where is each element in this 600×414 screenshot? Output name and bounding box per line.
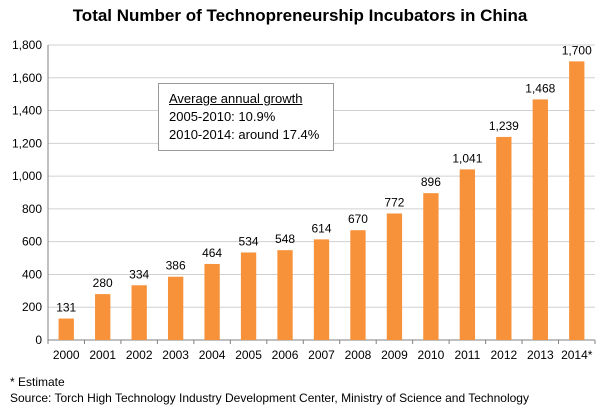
bar bbox=[313, 239, 330, 340]
x-tick-label: 2012 bbox=[490, 348, 517, 362]
y-tick-label: 1,200 bbox=[12, 136, 42, 150]
bar-value-label: 772 bbox=[384, 195, 404, 209]
bar-value-label: 534 bbox=[239, 234, 259, 248]
bar-value-label: 1,468 bbox=[525, 81, 555, 95]
bar bbox=[386, 213, 403, 340]
bar-value-label: 1,041 bbox=[452, 151, 482, 165]
bar-value-label: 896 bbox=[421, 175, 441, 189]
bar-value-label: 1,239 bbox=[489, 119, 519, 133]
bar bbox=[131, 285, 147, 340]
source-note: Source: Torch High Technology Industry D… bbox=[10, 391, 529, 405]
bar bbox=[277, 250, 293, 340]
y-tick-label: 0 bbox=[35, 333, 42, 347]
x-tick-label: 2007 bbox=[308, 348, 335, 362]
x-tick-label: 2004 bbox=[199, 348, 226, 362]
x-tick-label: 2006 bbox=[272, 348, 299, 362]
bar bbox=[58, 318, 74, 340]
x-tick-label: 2014* bbox=[561, 348, 593, 362]
bar bbox=[496, 136, 512, 340]
x-tick-label: 2003 bbox=[162, 348, 189, 362]
y-tick-label: 1,800 bbox=[12, 38, 42, 52]
bar-value-label: 386 bbox=[166, 259, 186, 273]
x-tick-label: 2013 bbox=[527, 348, 554, 362]
chart-title: Total Number of Technopreneurship Incuba… bbox=[72, 6, 528, 25]
x-tick-label: 2010 bbox=[418, 348, 445, 362]
bar-value-label: 131 bbox=[56, 301, 76, 315]
x-tick-label: 2001 bbox=[89, 348, 116, 362]
bar-value-label: 670 bbox=[348, 212, 368, 226]
bar-value-label: 548 bbox=[275, 232, 295, 246]
bar bbox=[532, 99, 548, 341]
x-tick-label: 2005 bbox=[235, 348, 262, 362]
x-tick-label: 2002 bbox=[126, 348, 153, 362]
growth-heading: Average annual growth bbox=[169, 91, 303, 106]
bar bbox=[423, 193, 439, 340]
bar-value-label: 614 bbox=[311, 221, 331, 235]
bar-value-label: 464 bbox=[202, 246, 222, 260]
y-tick-label: 800 bbox=[22, 202, 42, 216]
x-tick-label: 2008 bbox=[345, 348, 372, 362]
bar bbox=[95, 294, 111, 340]
bar bbox=[167, 276, 184, 340]
bar-value-label: 334 bbox=[129, 267, 149, 281]
growth-line-2: 2010-2014: around 17.4% bbox=[169, 127, 320, 142]
y-tick-label: 400 bbox=[22, 267, 42, 281]
bar-value-label: 1,700 bbox=[562, 43, 592, 57]
bar-value-label: 280 bbox=[93, 276, 113, 290]
bar bbox=[350, 230, 366, 340]
y-tick-label: 1,000 bbox=[12, 169, 42, 183]
y-tick-label: 1,600 bbox=[12, 71, 42, 85]
y-tick-label: 200 bbox=[22, 300, 42, 314]
y-tick-label: 600 bbox=[22, 235, 42, 249]
x-tick-label: 2000 bbox=[53, 348, 80, 362]
x-tick-label: 2009 bbox=[381, 348, 408, 362]
footnotes: * Estimate Source: Torch High Technology… bbox=[10, 374, 529, 406]
bar bbox=[569, 61, 585, 341]
bar bbox=[240, 252, 257, 340]
growth-annotation-box: Average annual growth 2005-2010: 10.9% 2… bbox=[158, 83, 334, 151]
growth-line-1: 2005-2010: 10.9% bbox=[169, 109, 276, 124]
bar bbox=[204, 263, 220, 340]
bar bbox=[459, 169, 476, 340]
x-tick-label: 2011 bbox=[454, 348, 480, 362]
estimate-note: * Estimate bbox=[10, 375, 65, 389]
y-tick-label: 1,400 bbox=[12, 104, 42, 118]
